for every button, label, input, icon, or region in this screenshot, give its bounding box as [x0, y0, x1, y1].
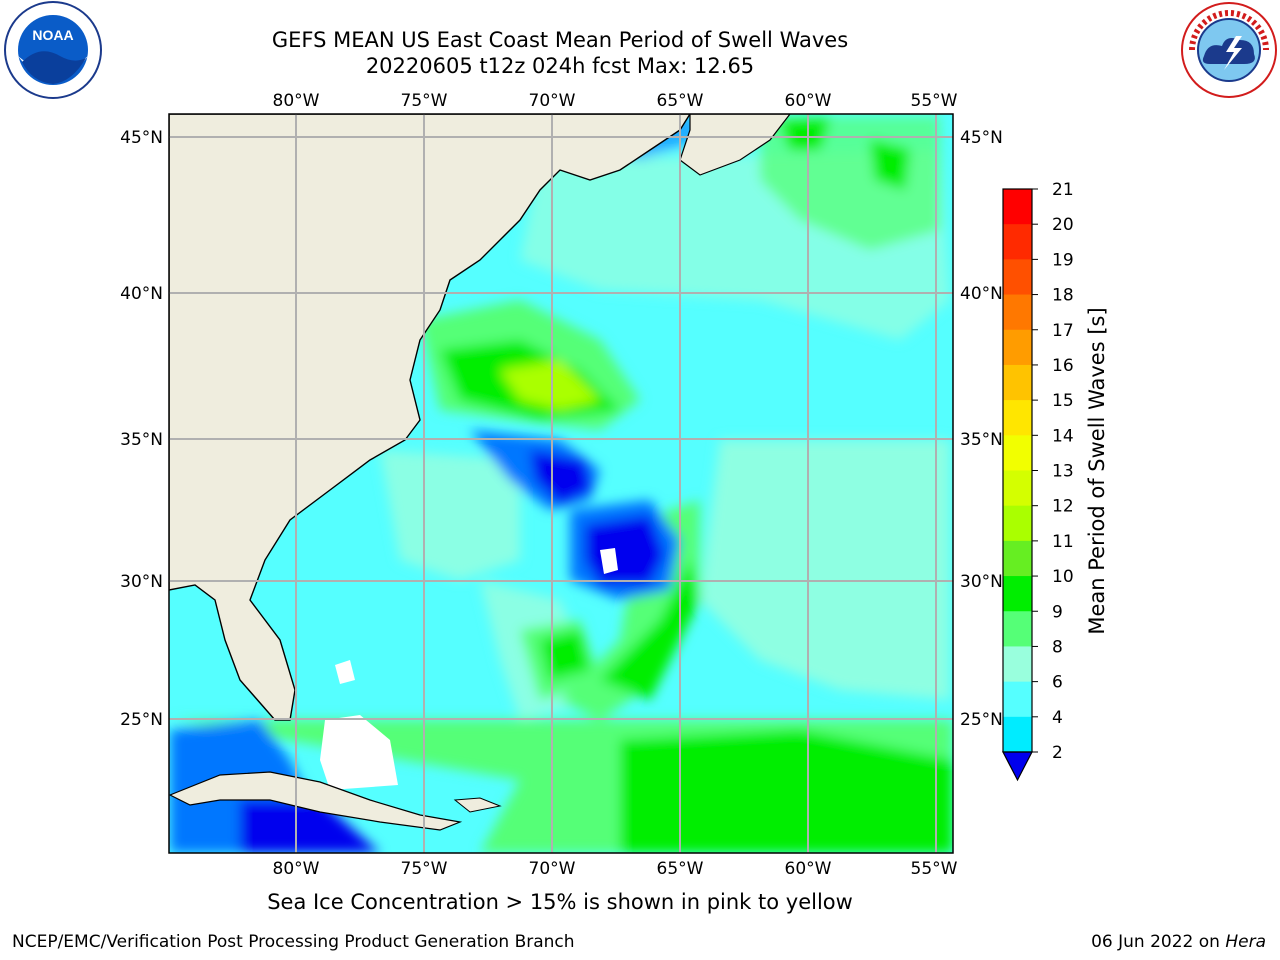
lon-label: 60°W: [785, 859, 832, 879]
svg-text:NOAA: NOAA: [32, 27, 73, 43]
colorbar-segment: [1003, 400, 1032, 436]
no-data-regions: [320, 548, 618, 790]
chart-subtitle: 20220605 t12z 024h fcst Max: 12.65: [365, 54, 755, 78]
lat-label: 45°N: [960, 128, 1003, 148]
lon-label: 70°W: [529, 91, 576, 111]
land-areas: [169, 114, 791, 831]
sea-ice-note: Sea Ice Concentration > 15% is shown in …: [267, 890, 853, 914]
colorbar-tick-label: 21: [1052, 180, 1074, 200]
colorbar-tick-label: 20: [1052, 215, 1074, 235]
chart-title: GEFS MEAN US East Coast Mean Period of S…: [271, 28, 849, 52]
lon-label: 65°W: [657, 859, 704, 879]
colorbar-segment: [1003, 329, 1032, 366]
colorbar-tick-label: 4: [1052, 708, 1063, 728]
colorbar-segment: [1003, 540, 1032, 577]
noaa-logo: NOAA: [0, 0, 106, 104]
lat-label: 25°N: [960, 710, 1003, 730]
lon-label: 55°W: [911, 91, 958, 111]
colorbar-tick-label: 6: [1052, 673, 1063, 693]
lat-label: 40°N: [960, 284, 1003, 304]
lon-labels-bottom: 80°W 75°W 70°W 65°W 60°W 55°W: [273, 859, 958, 879]
lon-label: 55°W: [911, 859, 958, 879]
colorbar-segment: [1003, 189, 1032, 225]
footer-date-text: 06 Jun 2022 on: [1091, 932, 1226, 952]
colorbar-tick-label: 18: [1052, 286, 1074, 306]
colorbar-segment: [1003, 259, 1032, 296]
colorbar-tick-label: 17: [1052, 321, 1074, 341]
colorbar-tick-label: 16: [1052, 356, 1074, 376]
lat-label: 35°N: [960, 430, 1003, 450]
footer-credit: NCEP/EMC/Verification Post Processing Pr…: [12, 932, 575, 952]
lat-label: 30°N: [960, 572, 1003, 592]
colorbar-segment: [1003, 716, 1032, 753]
lat-label: 40°N: [120, 284, 163, 304]
lat-label: 30°N: [120, 572, 163, 592]
footer-machine: Hera: [1225, 932, 1266, 952]
colorbar-tick-label: 2: [1052, 743, 1063, 763]
colorbar-tick-label: 11: [1052, 532, 1074, 552]
colorbar-segment: [1003, 294, 1032, 331]
colorbar-label: Mean Period of Swell Waves [s]: [1085, 307, 1109, 635]
colorbar-tick-label: 9: [1052, 602, 1063, 622]
lat-label: 35°N: [120, 430, 163, 450]
lon-label: 70°W: [529, 859, 576, 879]
colorbar-segment: [1003, 435, 1032, 471]
colorbar-extend-arrow: [1002, 751, 1033, 782]
colorbar-tick-label: 19: [1052, 250, 1074, 270]
colorbar-tick-label: 15: [1052, 391, 1074, 411]
lat-labels-left: 45°N 40°N 35°N 30°N 25°N: [120, 128, 163, 730]
lon-label: 60°W: [785, 91, 832, 111]
colorbar-segment: [1003, 364, 1032, 401]
lon-labels-top: 80°W 75°W 70°W 65°W 60°W 55°W: [273, 91, 958, 111]
lon-label: 80°W: [273, 91, 320, 111]
lon-label: 75°W: [401, 859, 448, 879]
graticule: [169, 114, 953, 853]
colorbar-tick-label: 14: [1052, 426, 1074, 446]
colorbar-tick-label: 12: [1052, 497, 1074, 517]
lat-label: 45°N: [120, 128, 163, 148]
colorbar-segment: [1003, 646, 1032, 683]
colorbar-tick-label: 8: [1052, 637, 1063, 657]
colorbar-segment: [1003, 470, 1032, 507]
lat-labels-right: 45°N 40°N 35°N 30°N 25°N: [960, 128, 1003, 730]
lon-label: 75°W: [401, 91, 448, 111]
colorbar-tick-label: 10: [1052, 567, 1074, 587]
map-frame: [168, 113, 954, 854]
colorbar-segment: [1003, 576, 1032, 612]
lon-label: 80°W: [273, 859, 320, 879]
lon-label: 65°W: [657, 91, 704, 111]
colorbar-segment: [1003, 224, 1032, 260]
map-plot-area: [169, 114, 953, 853]
footer-date: 06 Jun 2022 on Hera: [1091, 932, 1266, 952]
colorbar: 21 20 19 18 17 16 15 14 13 12 11 10 9 8 6 4 2: [1002, 180, 1074, 782]
colorbar-tick-label: 13: [1052, 462, 1074, 482]
colorbar-segment: [1003, 611, 1032, 647]
lat-label: 25°N: [120, 710, 163, 730]
colorbar-segment: [1003, 681, 1032, 718]
nws-logo: [1178, 0, 1280, 104]
colorbar-segment: [1003, 505, 1032, 542]
